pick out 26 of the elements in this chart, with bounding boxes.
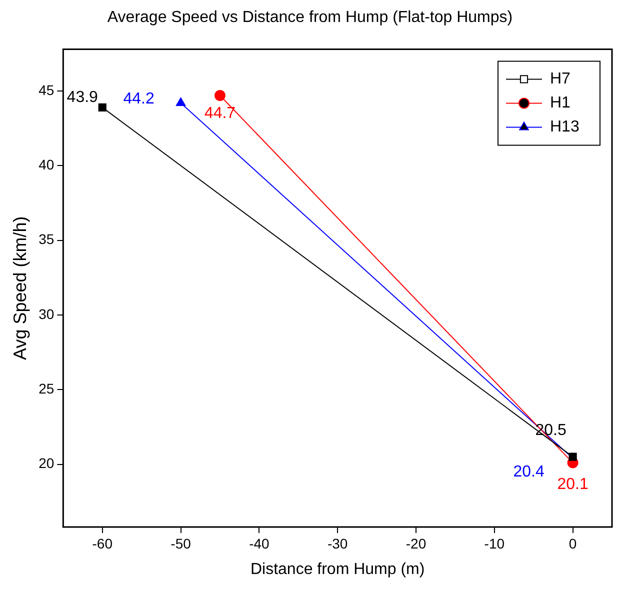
x-tick-label: -40 xyxy=(249,535,270,552)
data-label: 20.4 xyxy=(513,464,544,481)
x-tick-label: -10 xyxy=(484,535,505,552)
x-tick-label: 0 xyxy=(568,535,577,552)
y-axis-title: Avg Speed (km/h) xyxy=(10,216,30,360)
point xyxy=(214,90,226,101)
x-tick-label: -30 xyxy=(327,535,348,552)
x-tick-label: -20 xyxy=(406,535,426,552)
y-tick-label: 20 xyxy=(38,455,54,472)
data-label: 44.7 xyxy=(204,104,236,122)
legend-label: H7 xyxy=(550,70,571,88)
y-tick-label: 40 xyxy=(38,156,54,173)
x-tick-label: -60 xyxy=(92,535,113,552)
data-label: 20.1 xyxy=(557,476,588,494)
legend-label: H1 xyxy=(550,94,571,112)
x-axis-title: Distance from Hump (m) xyxy=(250,560,425,578)
data-label: 43.9 xyxy=(66,88,98,106)
y-tick-label: 30 xyxy=(38,306,54,322)
legend-label: H13 xyxy=(550,118,580,136)
y-tick-label: 25 xyxy=(38,380,54,396)
y-tick-label: 35 xyxy=(38,231,54,248)
y-tick-label: 45 xyxy=(38,82,54,98)
data-label: 44.2 xyxy=(123,90,154,108)
chart-title: Average Speed vs Distance from Hump (Flat-top Humps) xyxy=(107,9,513,26)
point xyxy=(98,103,106,112)
x-tick-label: -50 xyxy=(170,535,192,552)
